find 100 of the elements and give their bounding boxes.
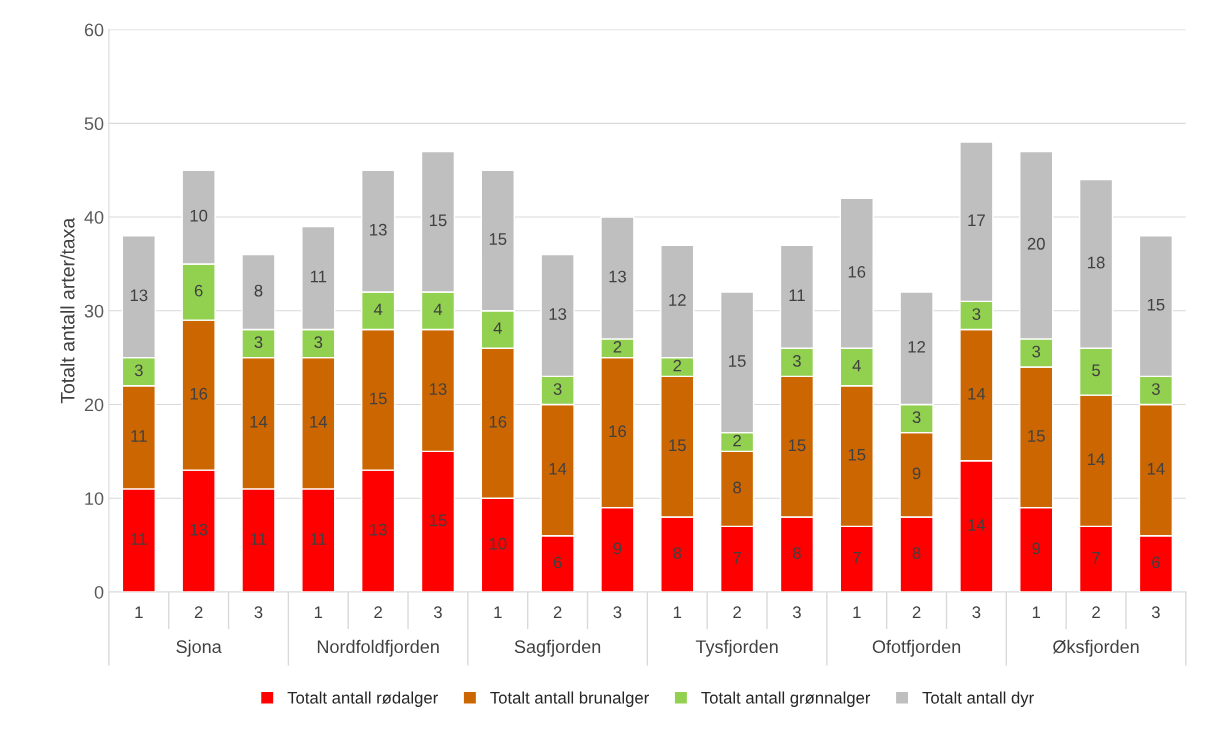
text: Nordfoldfjorden [317,639,439,657]
data-label: 13 [609,270,626,283]
y-tick-label: 50 [84,117,104,131]
data-label: 15 [429,214,447,227]
data-label: 7 [733,552,741,564]
data-label: 11 [131,533,147,545]
text: Ofotfjorden [872,639,961,657]
data-label: 13 [370,523,387,536]
x-tick-label: 1 [135,606,143,618]
x-tick-label: 3 [1151,606,1160,619]
legend-label: Totalt antall brunalger [490,691,649,707]
x-tick-label: 1 [853,606,861,618]
y-axis-title: Totalt antall arter/taxa [60,217,75,404]
data-label: 15 [1028,430,1045,442]
data-label: 15 [429,514,447,527]
data-label: 3 [792,355,801,367]
data-label: 10 [489,537,507,550]
data-label: 3 [1151,383,1160,395]
data-label: 9 [912,467,921,480]
legend-label: Totalt antall dyr [922,691,1034,707]
x-tick-label: 2 [1092,606,1100,618]
legend-label: Totalt antall rødalger [287,691,438,707]
data-label: 11 [251,533,267,545]
data-label: 11 [310,533,327,545]
data-label: 11 [310,270,327,283]
data-label: 6 [194,284,203,297]
data-label: 7 [852,552,861,564]
data-label: 9 [1032,542,1041,555]
y-tick-label: 60 [84,23,104,37]
y-tick-label: 20 [84,398,104,412]
data-label: 3 [254,336,263,349]
data-label: 20 [1027,237,1045,250]
data-label: 3 [134,364,143,377]
data-label: 13 [190,523,208,536]
data-label: 15 [669,439,686,452]
data-label: 16 [190,387,208,400]
data-label: 3 [972,308,981,320]
data-label: 4 [852,359,861,372]
data-label: 6 [1152,556,1160,569]
data-label: 13 [370,223,387,236]
data-label: 11 [131,430,147,442]
data-label: 3 [553,383,562,395]
data-label: 15 [729,355,746,367]
data-label: 14 [968,519,986,531]
data-label: 14 [1147,462,1165,475]
data-label: 15 [848,448,866,461]
text: Sjona [176,639,222,657]
data-label: 9 [613,542,622,555]
data-label: 5 [1092,364,1100,377]
data-label: 16 [609,425,626,438]
data-label: 13 [130,289,148,302]
data-label: 2 [613,340,622,353]
text: Sagfjorden [514,639,601,657]
data-label: 17 [968,214,985,227]
data-label: 10 [190,209,208,222]
data-label: 8 [912,547,921,559]
x-tick-label: 3 [433,606,442,619]
data-label: 8 [793,547,801,559]
data-label: 13 [429,383,447,395]
data-label: 8 [673,547,682,559]
x-tick-label: 1 [314,606,323,618]
x-tick-label: 3 [792,606,801,619]
legend-label: Totalt antall grønnalger [701,691,871,707]
data-label: 14 [1088,453,1105,466]
data-label: 18 [1088,256,1105,269]
y-tick-label: 40 [84,211,104,224]
data-label: 14 [549,462,567,475]
data-label: 4 [373,303,383,316]
data-label: 14 [968,388,986,400]
data-label: 4 [493,322,502,334]
x-tick-label: 3 [254,606,263,619]
data-label: 15 [1147,298,1165,311]
data-label: 7 [1092,552,1100,564]
data-label: 12 [908,340,926,353]
data-label: 15 [370,392,387,405]
data-label: 15 [788,439,806,452]
x-tick-label: 2 [733,606,741,618]
data-label: 11 [789,289,805,302]
y-tick-label: 0 [94,585,104,599]
data-label: 2 [733,434,741,447]
x-tick-label: 1 [494,606,502,618]
data-label: 14 [250,416,268,428]
data-label: 16 [848,265,866,278]
data-label: 14 [310,416,328,428]
y-tick-label: 30 [84,304,104,318]
x-tick-label: 1 [673,606,682,618]
x-tick-label: 3 [972,606,981,619]
y-tick-label: 10 [85,492,104,505]
data-label: 3 [314,336,323,349]
x-tick-label: 2 [912,606,921,618]
data-label: 13 [549,308,567,320]
data-label: 16 [489,415,507,428]
data-label: 8 [254,284,263,297]
data-label: 3 [912,411,921,424]
data-label: 4 [433,303,443,316]
x-tick-label: 2 [374,606,382,618]
x-tick-label: 3 [613,606,622,619]
data-label: 12 [669,294,686,306]
x-tick-label: 2 [194,606,203,618]
data-label: 2 [673,359,682,372]
